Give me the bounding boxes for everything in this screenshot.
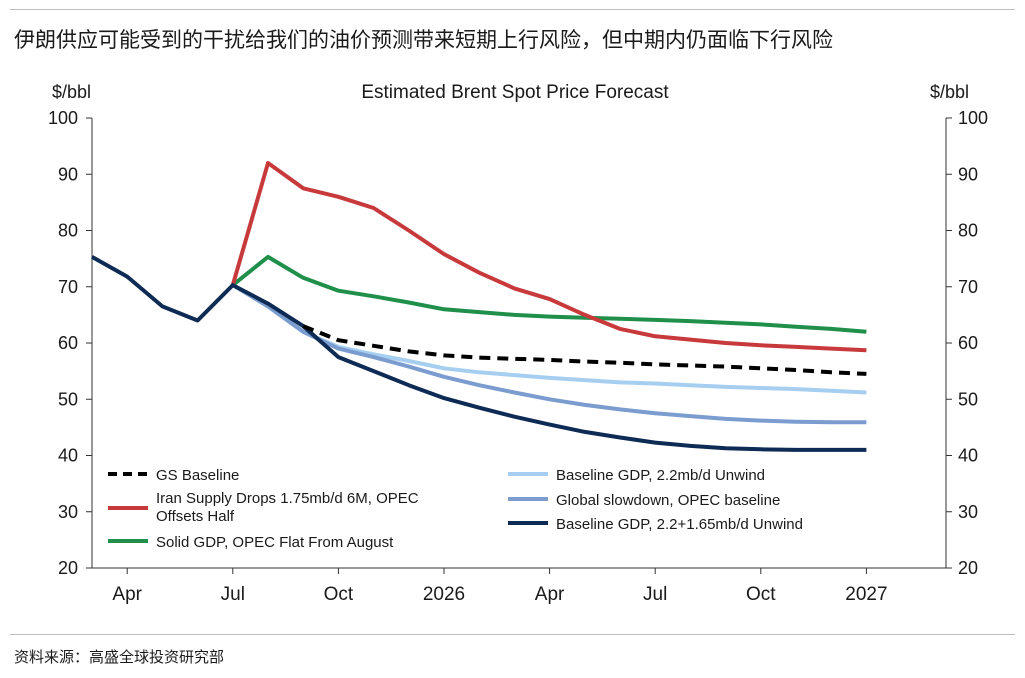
legend-label-gs-baseline: GS Baseline bbox=[156, 467, 239, 484]
legend-item-baseline-gdp-165: Baseline GDP, 2.2+1.65mb/d Unwind bbox=[508, 516, 803, 533]
legend-item-iran-supply: Iran Supply Drops 1.75mb/d 6M, OPEC Offs… bbox=[108, 490, 419, 525]
y-tick-label-right: 80 bbox=[958, 221, 978, 241]
y-axis-ticks: 20 20 30 30 40 40 50 50 60 60 70 70 80 80 90 90 100 100 bbox=[48, 108, 988, 578]
y-tick-label-left: 30 bbox=[58, 502, 78, 522]
series-line-baseline-gdp-2-2-1-65mb-d-unwind bbox=[91, 255, 867, 452]
x-tick-label: Apr bbox=[112, 584, 142, 605]
legend-item-global-slowdown: Global slowdown, OPEC baseline bbox=[508, 492, 780, 509]
y-tick-label-left: 90 bbox=[58, 164, 78, 184]
y-tick-label-right: 30 bbox=[958, 502, 978, 522]
legend-item-gs-baseline: GS Baseline bbox=[108, 467, 239, 484]
y-tick-label-right: 20 bbox=[958, 558, 978, 578]
y-tick-label-right: 60 bbox=[958, 333, 978, 353]
legend-label-solid-gdp: Solid GDP, OPEC Flat From August bbox=[156, 534, 394, 551]
legend: GS Baseline Iran Supply Drops 1.75mb/d 6… bbox=[108, 467, 803, 551]
legend-item-baseline-gdp: Baseline GDP, 2.2mb/d Unwind bbox=[508, 467, 765, 484]
series-line-global-slowdown-opec-baseline bbox=[231, 283, 867, 425]
legend-label-baseline-gdp: Baseline GDP, 2.2mb/d Unwind bbox=[556, 467, 765, 484]
x-axis-ticks: Apr Jul Oct 2026 Apr Jul Oct 2027 bbox=[112, 568, 888, 605]
x-tick-label: 2026 bbox=[423, 584, 465, 605]
y-tick-label-left: 100 bbox=[48, 108, 78, 128]
series-line-solid-gdp-opec-flat-from-august bbox=[231, 254, 867, 334]
y-tick-label-right: 40 bbox=[958, 446, 978, 466]
y-tick-label-left: 40 bbox=[58, 446, 78, 466]
headline: 伊朗供应可能受到的干扰给我们的油价预测带来短期上行风险，但中期内仍面临下行风险 bbox=[14, 28, 833, 52]
y-tick-label-left: 80 bbox=[58, 221, 78, 241]
x-tick-label: Apr bbox=[535, 584, 565, 605]
series-lines bbox=[91, 161, 867, 452]
y-axis-label-left: $/bbl bbox=[52, 82, 91, 102]
series-line-iran-supply-drops-1-75mb-d-6m-opec-offsets-half bbox=[230, 161, 867, 353]
legend-item-solid-gdp: Solid GDP, OPEC Flat From August bbox=[108, 534, 394, 551]
y-tick-label-left: 70 bbox=[58, 277, 78, 297]
x-tick-label: Jul bbox=[643, 584, 667, 605]
y-tick-label-left: 50 bbox=[58, 389, 78, 409]
y-tick-label-right: 50 bbox=[958, 389, 978, 409]
source-note: 资料来源：高盛全球投资研究部 bbox=[14, 648, 225, 666]
x-tick-label: Oct bbox=[746, 584, 776, 605]
y-tick-label-left: 60 bbox=[58, 333, 78, 353]
chart-title: Estimated Brent Spot Price Forecast bbox=[361, 82, 669, 103]
x-tick-label: Jul bbox=[221, 584, 245, 605]
y-tick-label-right: 90 bbox=[958, 164, 978, 184]
y-tick-label-right: 100 bbox=[958, 108, 988, 128]
y-tick-label-left: 20 bbox=[58, 558, 78, 578]
x-tick-label: Oct bbox=[324, 584, 354, 605]
legend-label-iran-supply-line1: Iran Supply Drops 1.75mb/d 6M, OPEC bbox=[156, 490, 419, 507]
y-tick-label-right: 70 bbox=[958, 277, 978, 297]
top-rule bbox=[10, 9, 1015, 10]
legend-label-iran-supply-line2: Offsets Half bbox=[156, 508, 235, 525]
series-line-gs-baseline bbox=[302, 324, 867, 376]
bottom-rule bbox=[10, 634, 1015, 635]
legend-label-baseline-gdp-165: Baseline GDP, 2.2+1.65mb/d Unwind bbox=[556, 516, 803, 533]
y-axis-label-right: $/bbl bbox=[930, 82, 969, 102]
x-tick-label: 2027 bbox=[845, 584, 887, 605]
legend-label-global-slowdown: Global slowdown, OPEC baseline bbox=[556, 492, 780, 509]
